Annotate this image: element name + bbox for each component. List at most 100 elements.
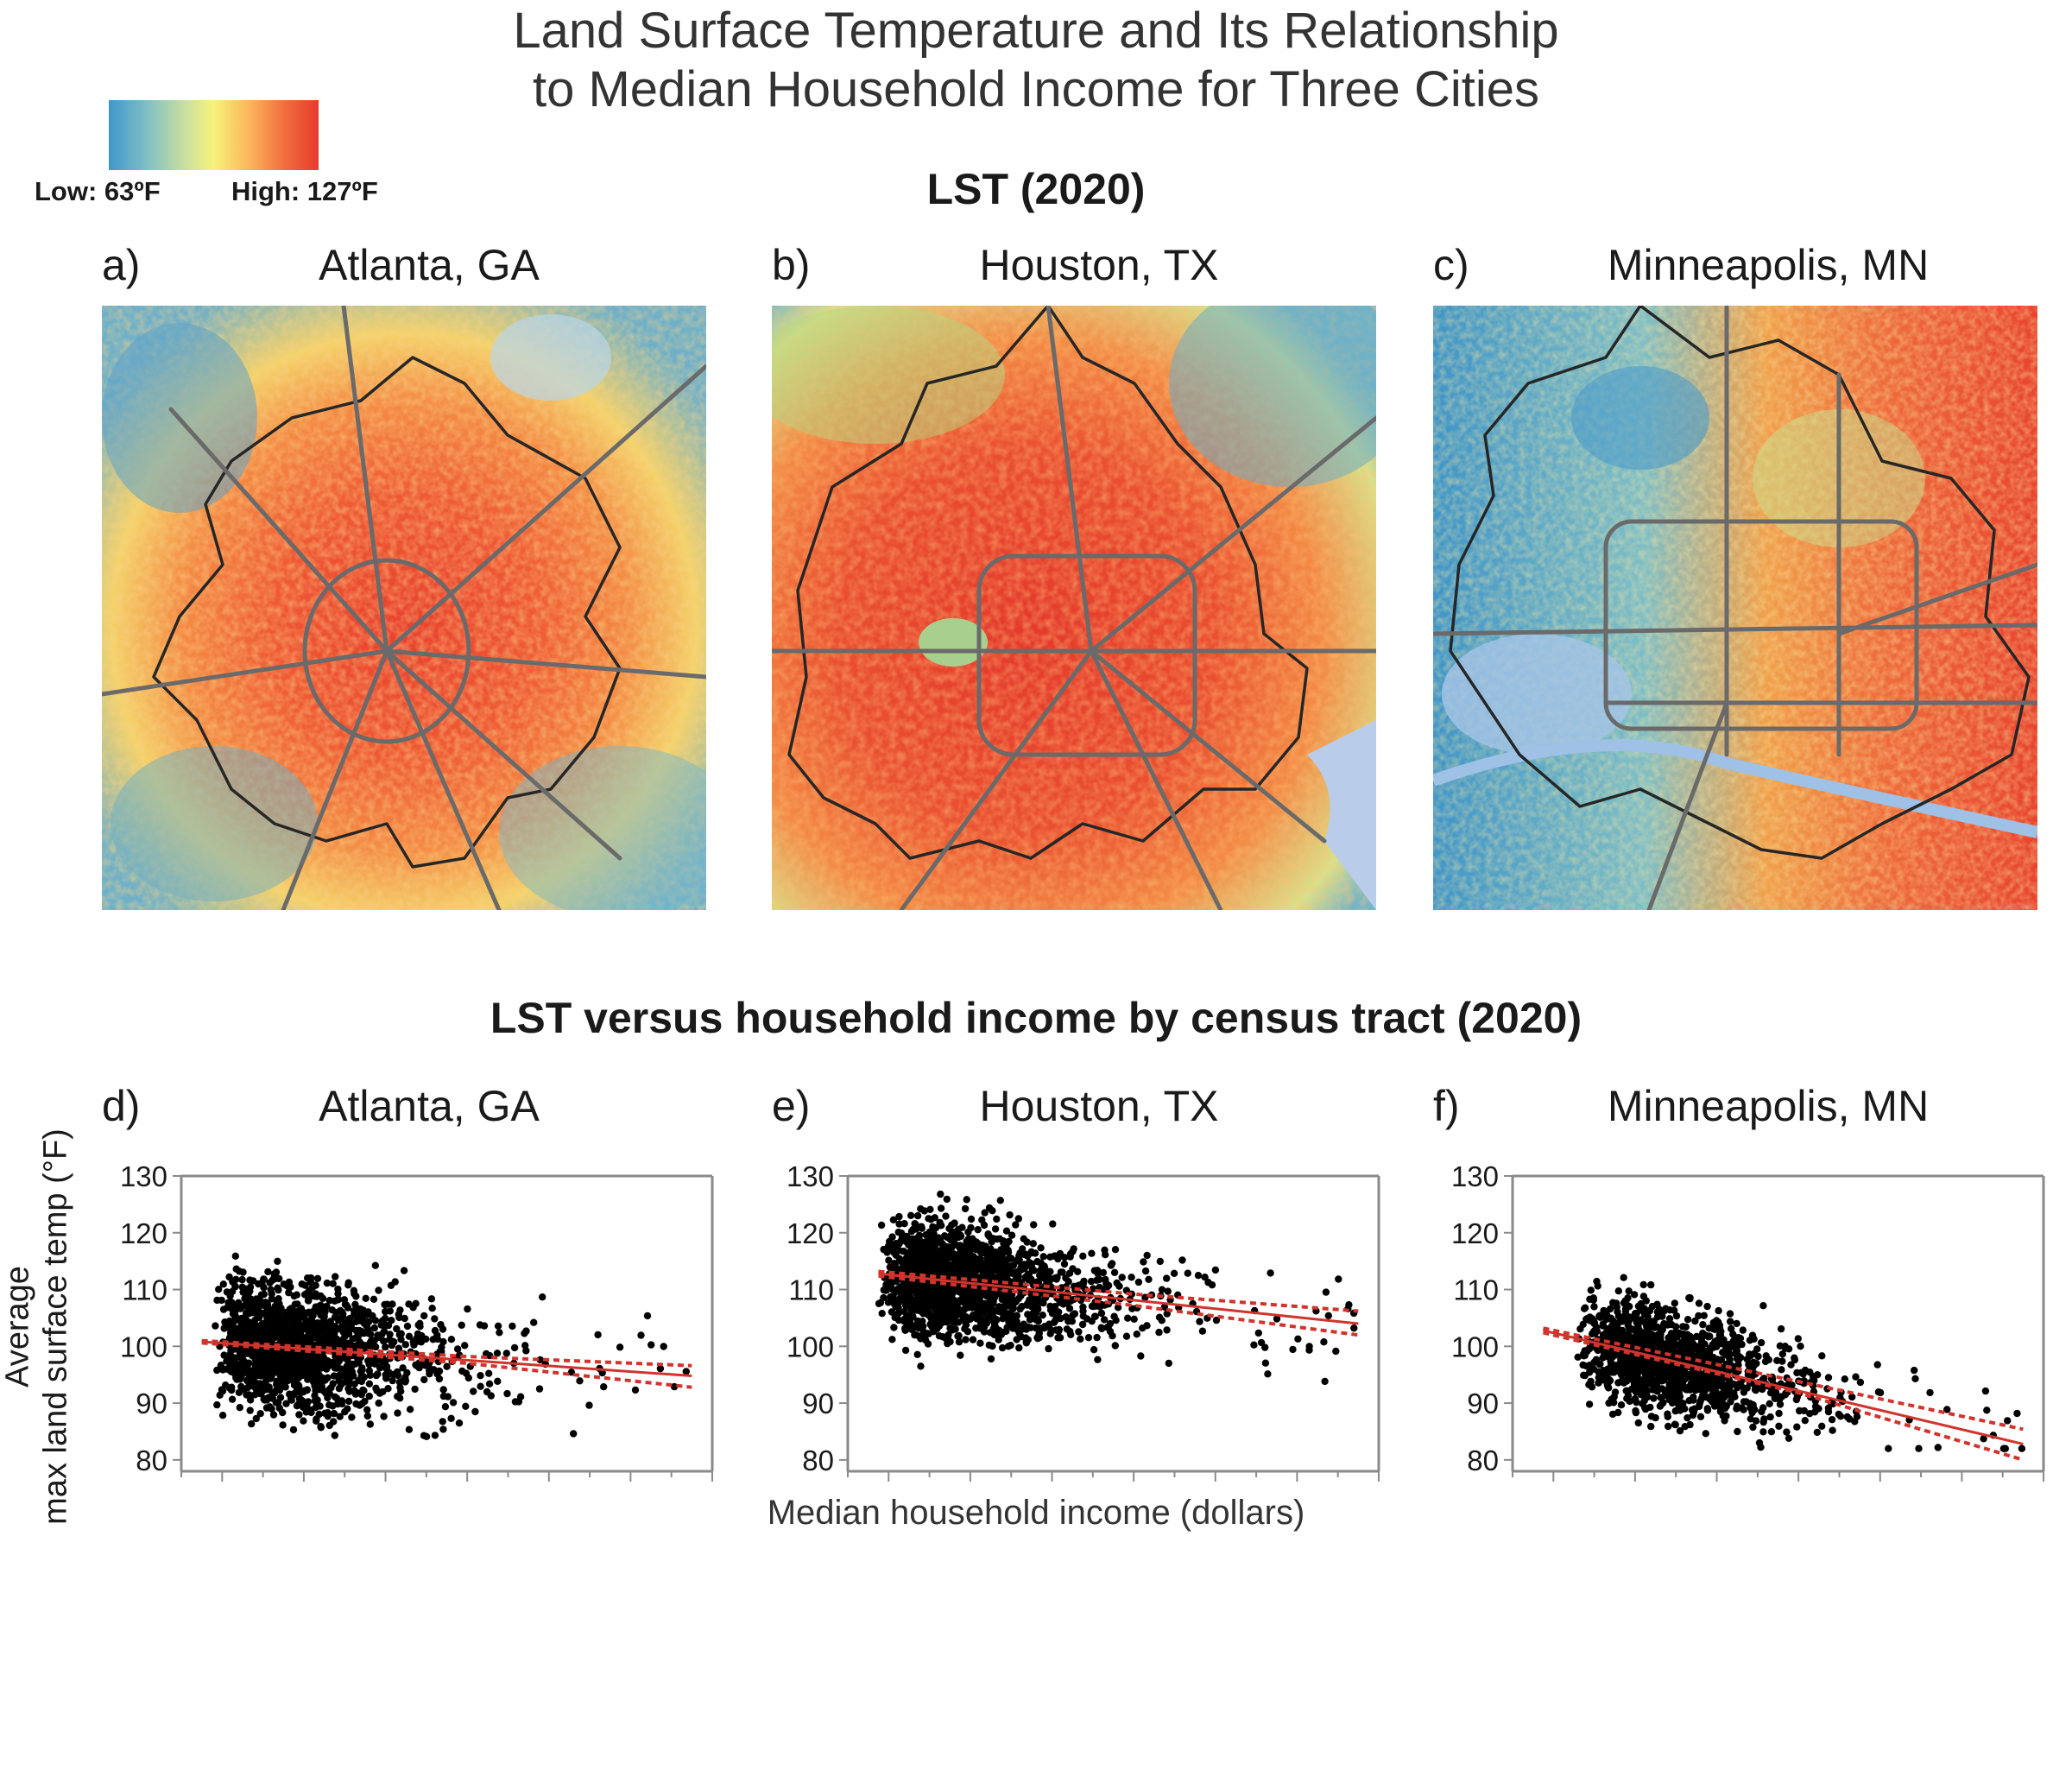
- data-point: [1818, 1422, 1826, 1430]
- y-tick-label: 100: [786, 1331, 834, 1362]
- data-point: [1060, 1254, 1069, 1261]
- data-point: [1841, 1375, 1848, 1383]
- color-scale-bar: [109, 100, 319, 170]
- data-point: [1631, 1314, 1639, 1322]
- data-point: [942, 1212, 950, 1220]
- data-point: [1709, 1374, 1717, 1381]
- data-point: [1620, 1274, 1627, 1281]
- data-point: [1613, 1322, 1620, 1330]
- data-point: [894, 1309, 902, 1318]
- data-point: [400, 1267, 408, 1274]
- data-point: [1671, 1420, 1679, 1428]
- data-point: [1722, 1402, 1730, 1410]
- data-point: [396, 1306, 404, 1314]
- data-point: [503, 1389, 511, 1398]
- data-point: [265, 1311, 274, 1319]
- data-point: [351, 1387, 358, 1394]
- data-point: [477, 1372, 484, 1380]
- data-point: [439, 1337, 447, 1346]
- data-point: [1015, 1343, 1023, 1352]
- data-point: [294, 1318, 302, 1325]
- data-point: [274, 1383, 281, 1392]
- data-point: [913, 1350, 921, 1358]
- data-point: [901, 1346, 910, 1355]
- data-point: [1915, 1444, 1923, 1452]
- data-point: [1757, 1338, 1766, 1347]
- data-point: [386, 1307, 394, 1315]
- data-point: [1590, 1303, 1598, 1311]
- data-point: [279, 1358, 287, 1366]
- data-point: [337, 1365, 344, 1373]
- data-point: [946, 1324, 954, 1332]
- data-point: [1156, 1257, 1164, 1266]
- data-point: [991, 1225, 1000, 1233]
- data-point: [1003, 1324, 1011, 1331]
- data-point: [1084, 1334, 1093, 1342]
- data-point: [1766, 1413, 1774, 1421]
- data-point: [987, 1355, 995, 1363]
- data-point: [921, 1238, 929, 1246]
- data-point: [420, 1432, 428, 1439]
- data-point: [670, 1382, 679, 1391]
- data-point: [1621, 1366, 1629, 1374]
- data-point: [1647, 1422, 1655, 1431]
- data-point: [991, 1249, 999, 1256]
- data-point: [1726, 1310, 1734, 1318]
- data-point: [272, 1268, 281, 1276]
- y-tick-label: 120: [120, 1217, 167, 1249]
- data-point: [464, 1305, 471, 1313]
- data-point: [1622, 1331, 1631, 1339]
- data-point: [1012, 1221, 1020, 1229]
- data-point: [339, 1310, 347, 1318]
- data-point: [270, 1319, 278, 1327]
- data-point: [382, 1321, 389, 1329]
- panel-b-letter: b): [772, 241, 811, 289]
- data-point: [1057, 1268, 1065, 1276]
- data-point: [955, 1338, 963, 1346]
- data-point: [1585, 1369, 1594, 1376]
- data-point: [289, 1366, 297, 1374]
- data-point: [1731, 1350, 1739, 1357]
- data-point: [1680, 1337, 1688, 1345]
- data-point: [1829, 1426, 1836, 1434]
- data-point: [1759, 1404, 1767, 1412]
- data-point: [439, 1418, 446, 1426]
- data-point: [1653, 1323, 1661, 1331]
- data-point: [996, 1197, 1004, 1204]
- data-point: [1704, 1394, 1712, 1401]
- data-point: [991, 1293, 999, 1301]
- data-point: [1704, 1383, 1712, 1391]
- data-point: [1792, 1395, 1801, 1404]
- data-point: [906, 1211, 915, 1219]
- data-point: [411, 1385, 419, 1394]
- data-point: [1641, 1404, 1649, 1412]
- data-point: [359, 1386, 367, 1394]
- data-point: [1814, 1371, 1822, 1379]
- data-point: [1587, 1377, 1595, 1386]
- data-point: [290, 1310, 298, 1318]
- data-point: [1037, 1244, 1045, 1252]
- data-point: [1698, 1371, 1707, 1380]
- data-point: [1094, 1269, 1102, 1278]
- data-point: [1294, 1335, 1302, 1343]
- data-point: [1006, 1211, 1014, 1219]
- data-point: [257, 1388, 266, 1396]
- data-point: [439, 1386, 447, 1394]
- data-point: [1646, 1324, 1654, 1332]
- data-point: [1645, 1370, 1652, 1378]
- data-point: [1079, 1252, 1087, 1260]
- data-point: [960, 1269, 968, 1277]
- panel-c-city: Minneapolis, MN: [1607, 241, 1930, 289]
- data-point: [1607, 1357, 1614, 1365]
- data-point: [1140, 1258, 1147, 1266]
- data-point: [1725, 1340, 1733, 1349]
- data-point: [260, 1369, 268, 1377]
- x-axis-label: Median household income (dollars): [767, 1494, 1305, 1532]
- data-point: [895, 1212, 903, 1221]
- data-point: [1056, 1334, 1064, 1342]
- data-point: [212, 1322, 219, 1330]
- data-point: [370, 1324, 378, 1332]
- data-point: [1740, 1398, 1748, 1406]
- data-point: [1018, 1302, 1026, 1311]
- panel-d-letter: d): [102, 1082, 141, 1130]
